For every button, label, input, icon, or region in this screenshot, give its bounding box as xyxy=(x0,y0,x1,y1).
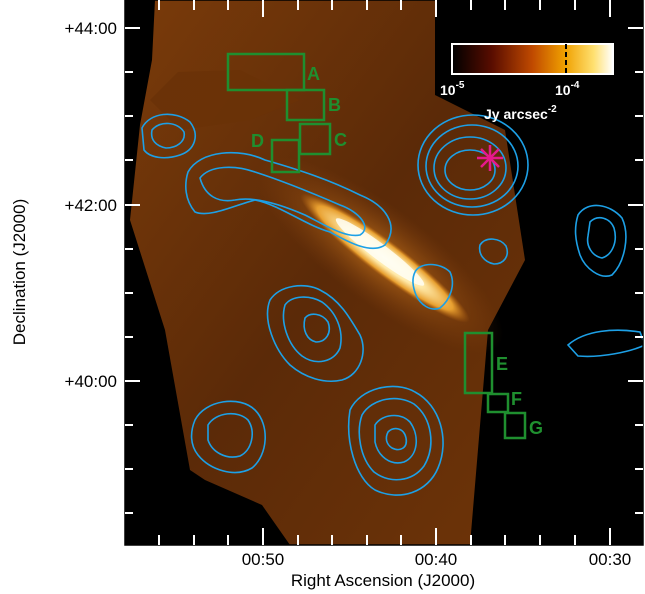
source-marker xyxy=(477,145,503,171)
region-box-a xyxy=(226,52,306,92)
x-tick-label-0050: 00:50 xyxy=(242,550,285,569)
contour-west-band-2 xyxy=(199,166,366,237)
contour-south-center-4 xyxy=(385,427,408,451)
image-footprint-notch xyxy=(150,70,300,130)
region-label-d: D xyxy=(251,131,264,151)
y-tick-label-42: +42:00 xyxy=(65,196,117,215)
tick-marks xyxy=(125,0,643,545)
contour-ne-source-3 xyxy=(433,136,507,200)
contour-south-center-2 xyxy=(358,397,432,481)
region-boxes xyxy=(226,52,527,440)
contour-east-edge xyxy=(566,329,643,358)
contour-southwest xyxy=(190,400,266,474)
contour-east-small xyxy=(412,263,454,310)
contour-northwest xyxy=(141,113,196,159)
colorbar-unit: Jy arcsec-2 xyxy=(484,104,557,122)
contour-south-center xyxy=(347,385,444,496)
region-box-g xyxy=(503,411,527,440)
contour-south-group xyxy=(266,284,364,382)
contour-west-band xyxy=(185,151,392,250)
contour-south-center-3 xyxy=(374,414,417,464)
region-box-f xyxy=(486,392,510,414)
y-tick-label-40: +40:00 xyxy=(65,372,117,391)
x-tick-label-0040: 00:40 xyxy=(415,550,458,569)
contour-ne-source-4 xyxy=(444,149,496,191)
colorbar-bar xyxy=(451,43,614,75)
colorbar: 10-5 10-4 Jy arcsec-2 xyxy=(440,43,614,122)
region-label-f: F xyxy=(511,389,522,409)
hi-contours xyxy=(141,113,643,496)
region-label-a: A xyxy=(307,64,320,84)
colorbar-tick-low: 10-5 xyxy=(440,80,465,98)
x-axis-title: Right Ascension (J2000) xyxy=(291,571,475,590)
plot-frame xyxy=(124,0,644,546)
region-label-b: B xyxy=(328,95,341,115)
region-label-g: G xyxy=(529,418,543,438)
contour-east-small-2 xyxy=(478,238,509,265)
contour-far-east-2 xyxy=(586,216,617,259)
y-tick-label-44: +44:00 xyxy=(65,19,117,38)
colorbar-tick-high-label: 10-4 xyxy=(555,80,580,98)
contour-south-group-3 xyxy=(303,313,331,343)
region-box-d xyxy=(270,138,301,174)
y-axis-title: Declination (J2000) xyxy=(10,199,29,345)
region-label-c: C xyxy=(334,130,347,150)
contour-ne-source-2 xyxy=(425,124,519,208)
region-box-b xyxy=(285,88,326,122)
contour-south-group-2 xyxy=(282,296,342,363)
x-tick-label-0030: 00:30 xyxy=(589,550,632,569)
contour-ne-source xyxy=(417,114,529,216)
contour-southwest-2 xyxy=(207,412,253,458)
region-label-e: E xyxy=(496,354,508,374)
contour-far-east xyxy=(574,204,627,277)
region-box-e xyxy=(463,331,494,395)
contour-northwest-2 xyxy=(150,122,186,149)
